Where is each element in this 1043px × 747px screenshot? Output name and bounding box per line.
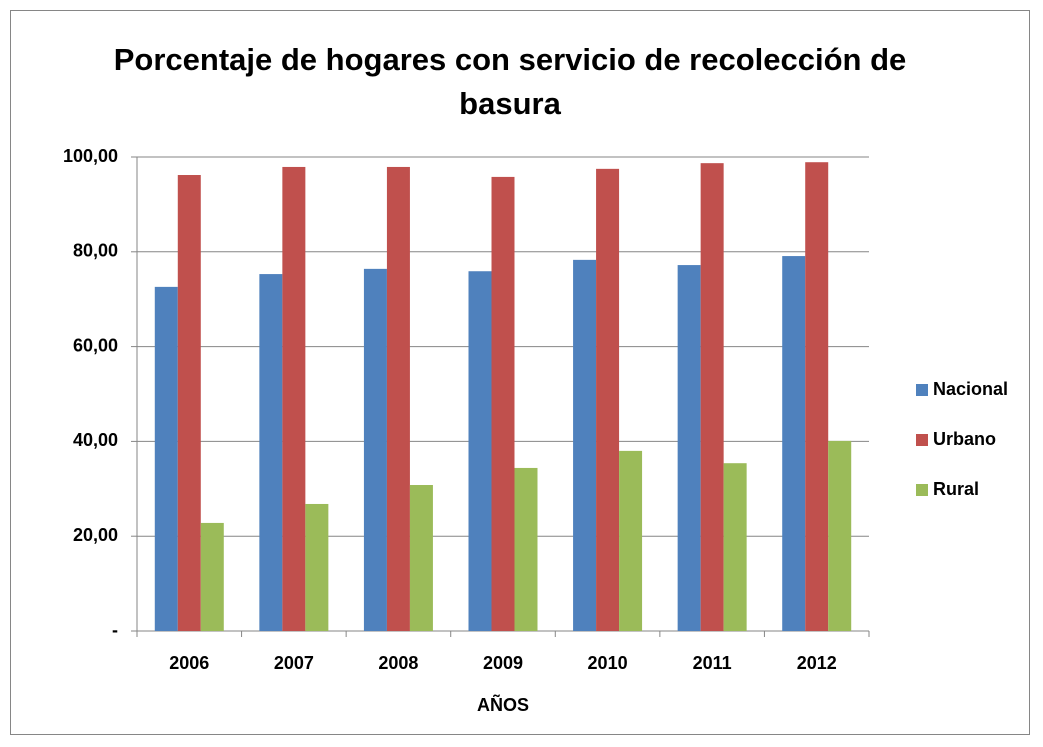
bar bbox=[409, 485, 433, 631]
x-tick-label: 2009 bbox=[483, 653, 523, 673]
x-tick-label: 2006 bbox=[169, 653, 209, 673]
chart-title: Porcentaje de hogares con servicio de re… bbox=[113, 42, 907, 121]
bar bbox=[723, 463, 747, 631]
bar bbox=[282, 166, 306, 632]
y-tick-label: 60,00 bbox=[73, 335, 118, 355]
bar bbox=[259, 274, 283, 631]
y-tick-label: - bbox=[112, 620, 118, 640]
y-tick-label: 80,00 bbox=[73, 241, 118, 261]
bar bbox=[596, 168, 620, 631]
x-tick-label: 2010 bbox=[588, 653, 628, 673]
y-tick-label: 100,00 bbox=[63, 146, 118, 166]
legend-label: Nacional bbox=[933, 379, 1008, 399]
bar bbox=[782, 256, 806, 631]
bar bbox=[514, 467, 538, 631]
bar bbox=[619, 450, 643, 631]
bar bbox=[386, 166, 410, 632]
legend-swatch bbox=[916, 384, 928, 396]
x-tick-label: 2008 bbox=[378, 653, 418, 673]
bar bbox=[154, 286, 178, 631]
bar bbox=[700, 163, 724, 632]
legend-label: Urbano bbox=[933, 429, 996, 449]
y-tick-label: 20,00 bbox=[73, 525, 118, 545]
x-tick-label: 2011 bbox=[693, 653, 732, 673]
bar bbox=[305, 503, 329, 631]
bar bbox=[573, 259, 597, 631]
x-tick-label: 2007 bbox=[274, 653, 314, 673]
chart-frame bbox=[10, 10, 1030, 735]
bar bbox=[363, 268, 387, 631]
y-tick-label: 40,00 bbox=[73, 430, 118, 450]
legend-label: Rural bbox=[933, 479, 979, 499]
bar bbox=[677, 265, 701, 631]
bar bbox=[177, 175, 201, 631]
bar bbox=[468, 271, 492, 631]
bar bbox=[828, 440, 852, 631]
legend-swatch bbox=[916, 484, 928, 496]
legend-swatch bbox=[916, 434, 928, 446]
x-tick-label: 2012 bbox=[797, 653, 837, 673]
bar bbox=[200, 522, 224, 631]
bar bbox=[805, 162, 829, 632]
x-axis-label: AÑOS bbox=[477, 694, 529, 715]
bar bbox=[491, 176, 515, 631]
